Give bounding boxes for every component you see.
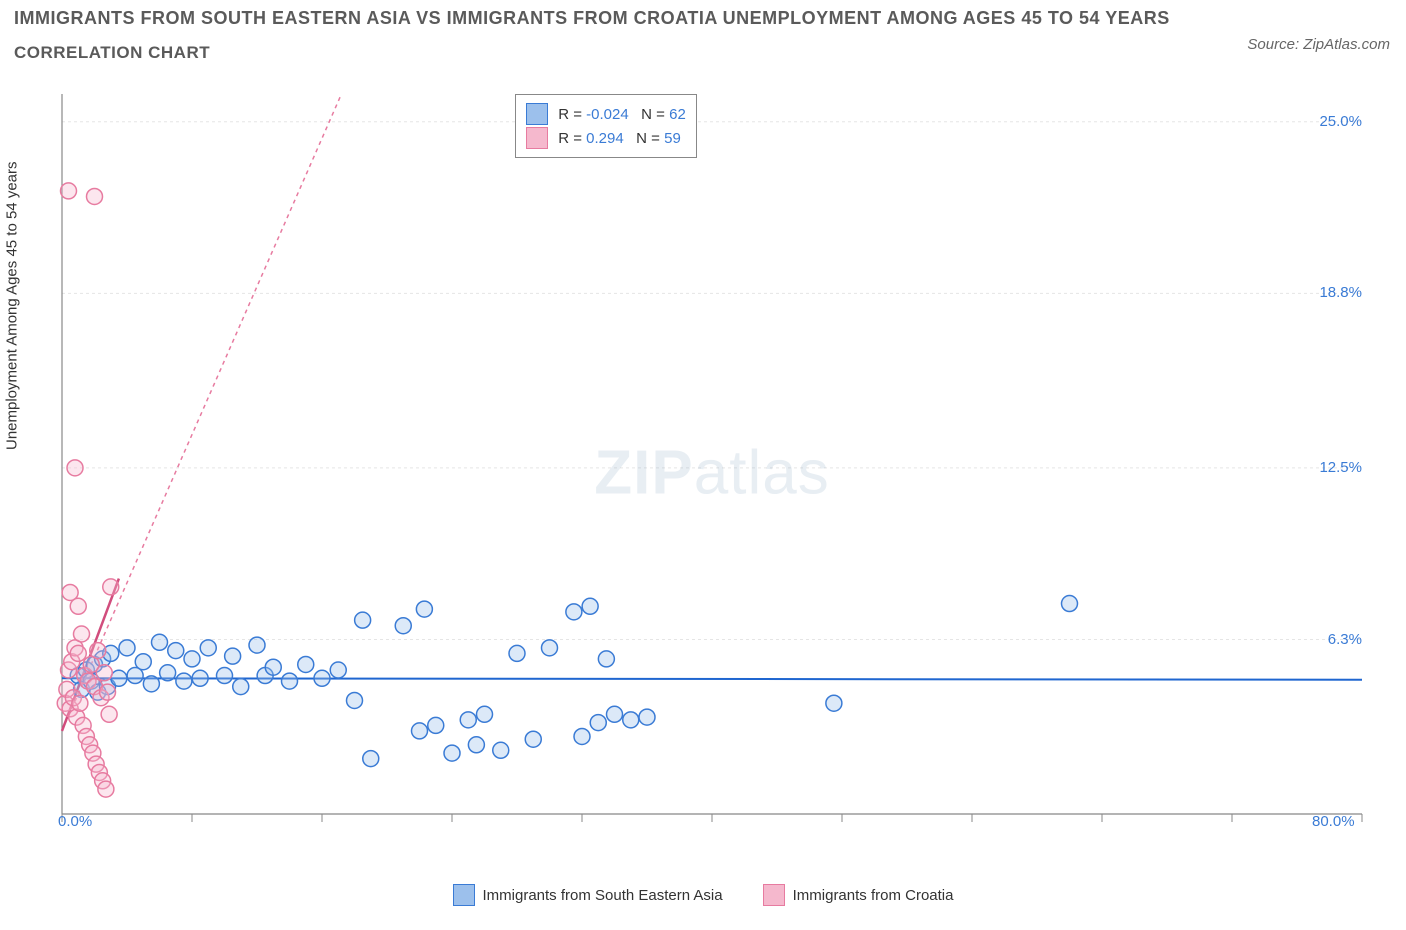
source-name: ZipAtlas.com [1303, 36, 1390, 53]
stats-legend-text: R = 0.294 N = 59 [558, 130, 681, 147]
stats-legend-swatch [526, 127, 548, 149]
stats-legend-text: R = -0.024 N = 62 [558, 106, 686, 123]
x-tick-label: 0.0% [58, 813, 92, 830]
title-block: IMMIGRANTS FROM SOUTH EASTERN ASIA VS IM… [14, 8, 1226, 63]
legend-item-sea: Immigrants from South Eastern Asia [453, 884, 723, 906]
legend-label-sea: Immigrants from South Eastern Asia [483, 887, 723, 904]
source-attribution: Source: ZipAtlas.com [1247, 36, 1390, 53]
y-tick-label: 18.8% [1319, 284, 1362, 301]
y-tick-label: 6.3% [1328, 631, 1362, 648]
y-tick-label: 12.5% [1319, 459, 1362, 476]
source-prefix: Source: [1247, 36, 1303, 53]
y-axis-label: Unemployment Among Ages 45 to 54 years [4, 161, 21, 450]
title-line1: IMMIGRANTS FROM SOUTH EASTERN ASIA VS IM… [14, 8, 1226, 29]
stats-legend-swatch [526, 103, 548, 125]
plot-area: ZIPatlas R = -0.024 N = 62R = 0.294 N = … [56, 88, 1368, 858]
chart-container: IMMIGRANTS FROM SOUTH EASTERN ASIA VS IM… [0, 0, 1406, 930]
stats-legend-row: R = -0.024 N = 62 [526, 103, 686, 125]
legend-label-croatia: Immigrants from Croatia [793, 887, 954, 904]
series-legend: Immigrants from South Eastern Asia Immig… [0, 884, 1406, 906]
title-line2: CORRELATION CHART [14, 43, 1226, 63]
stats-legend-row: R = 0.294 N = 59 [526, 127, 686, 149]
x-tick-label: 80.0% [1312, 813, 1355, 830]
legend-swatch-sea [453, 884, 475, 906]
stats-legend: R = -0.024 N = 62 R = 0.294 N = 59 [515, 94, 697, 158]
y-tick-label: 25.0% [1319, 113, 1362, 130]
scatter-svg [56, 88, 1368, 858]
legend-item-croatia: Immigrants from Croatia [763, 884, 954, 906]
legend-swatch-croatia [763, 884, 785, 906]
